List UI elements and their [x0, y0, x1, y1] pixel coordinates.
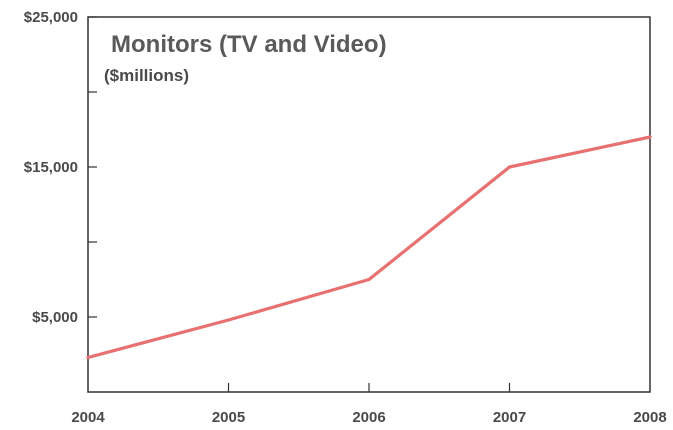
data-point	[86, 355, 90, 360]
data-point	[367, 277, 371, 282]
y-tick-label: $25,000	[24, 9, 78, 26]
series-layer	[86, 135, 652, 360]
x-axis-ticks	[227, 383, 511, 392]
chart-subtitle: ($millions)	[104, 66, 189, 85]
chart-title: Monitors (TV and Video)	[111, 31, 387, 58]
x-tick-label: 2008	[633, 409, 666, 426]
data-point	[507, 165, 512, 169]
y-axis-tick-labels: $25,000 $15,000 $5,000	[24, 9, 78, 326]
y-tick-label: $5,000	[32, 309, 78, 326]
y-axis-ticks	[88, 16, 97, 318]
x-tick-label: 2004	[71, 409, 105, 426]
x-tick-label: 2005	[212, 409, 245, 426]
data-point	[226, 318, 231, 322]
data-point	[648, 135, 652, 139]
series-line	[86, 135, 652, 360]
x-tick-label: 2007	[493, 409, 526, 426]
x-axis-tick-labels: 2004 2005 2006 2007 2008	[71, 409, 666, 426]
y-tick-label: $15,000	[24, 159, 78, 176]
x-tick-label: 2006	[352, 409, 385, 426]
